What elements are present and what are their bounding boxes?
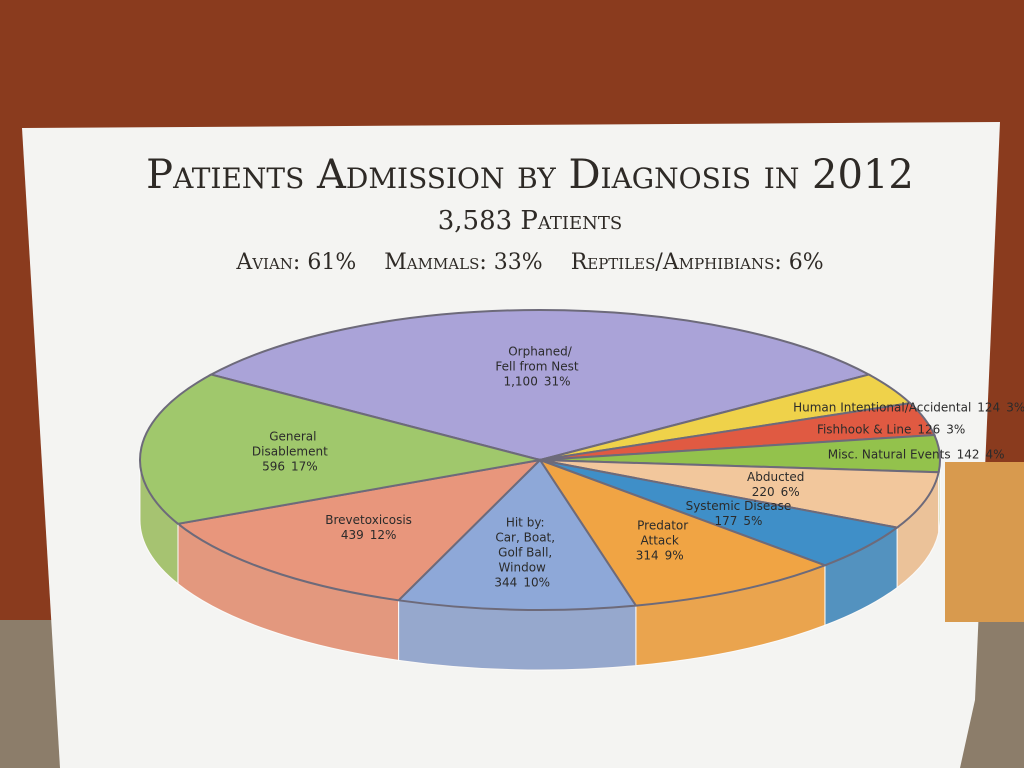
pie-slice (175, 458, 543, 602)
chart-subtitle: 3,583 Patients (437, 206, 623, 236)
percent-label: 10% (523, 575, 550, 590)
category-label: Abducted (747, 470, 805, 485)
value-label: 177 (714, 514, 738, 529)
value-label: 126 (917, 422, 941, 437)
percent-label: 17% (290, 459, 318, 474)
value-label: 314 (635, 548, 659, 563)
category-label: Orphaned/ Fell from Nest (495, 344, 579, 374)
category-label: Brevetoxicosis (325, 513, 412, 528)
percent-label: 31% (543, 374, 571, 389)
pie (139, 309, 941, 671)
chart-title: Patients Admission by Diagnosis in 2012 (146, 152, 914, 198)
annotations: Avian: 61% Mammals: 33% Reptiles/Amphibian… (60, 250, 1000, 275)
slice-label: Hit by: Car, Boat, Golf Ball, Window 344 1… (494, 515, 556, 590)
pie-slice (396, 458, 638, 611)
percent-label: 3% (1006, 400, 1024, 415)
category-label: Hit by: Car, Boat, Golf Ball, Window (495, 515, 556, 575)
slice-label: Brevetoxicosis 439 12% (325, 513, 418, 543)
value-label: 439 (340, 528, 364, 543)
value-label: 142 (956, 447, 980, 462)
pie-slice (139, 373, 541, 525)
wall (0, 0, 1024, 130)
value-label: 596 (262, 459, 285, 474)
percent-label: 6% (780, 485, 800, 500)
value-label: 220 (751, 485, 775, 500)
percent-label: 5% (743, 514, 763, 529)
annotation: Mammals: 33% (384, 250, 543, 275)
category-label: Fishhook & Line (816, 422, 912, 437)
category-label: Systemic Disease (685, 499, 792, 514)
value-label: 124 (977, 400, 1001, 415)
slice-label: Fishhook & Line 126 3% (817, 423, 971, 438)
category-label: Misc. Natural Events (827, 447, 951, 462)
category-label: Human Intentional/Accidental (793, 400, 972, 415)
annotation: Reptiles/Amphibians: 6% (570, 250, 824, 275)
slice-label: General Disablement 596 17% (252, 430, 334, 475)
pie-slice (539, 459, 940, 529)
slice-label: Abducted 220 6% (747, 470, 810, 500)
slice-label: Systemic Disease 177 5% (686, 499, 798, 529)
slice-label: Orphaned/ Fell from Nest 1,100 31% (495, 345, 584, 390)
wooden-block (945, 462, 1024, 622)
percent-label: 12% (369, 528, 397, 543)
percent-label: 9% (664, 548, 684, 563)
slice-label: Misc. Natural Events 142 4% (828, 448, 1011, 463)
slice-label: Human Intentional/Accidental 124 3% (793, 401, 1024, 416)
category-label: General Disablement (251, 429, 328, 459)
percent-label: 4% (985, 447, 1005, 462)
value-label: 344 (494, 575, 518, 590)
category-label: Predator Attack (637, 518, 689, 548)
pie-slice (208, 309, 872, 462)
annotation: Avian: 61% (236, 250, 357, 275)
slice-label: Predator Attack 314 9% (636, 518, 690, 563)
percent-label: 3% (946, 422, 966, 437)
value-label: 1,100 (503, 374, 538, 389)
pie-slice (537, 458, 828, 607)
